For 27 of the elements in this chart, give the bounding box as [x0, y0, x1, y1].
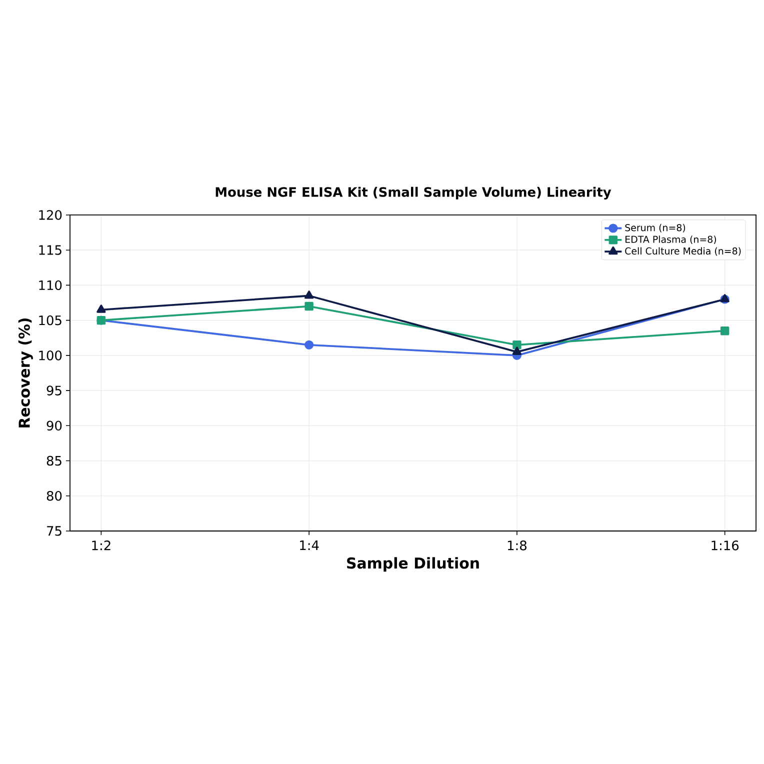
legend-label: Serum (n=8) — [625, 224, 686, 232]
chart-title: Mouse NGF ELISA Kit (Small Sample Volume) Linearity — [216, 186, 612, 200]
y-tick-label: 110 — [39, 280, 62, 290]
point — [304, 302, 314, 311]
y-tick-label: 95 — [46, 386, 62, 396]
legend-label: EDTA Plasma (n=8) — [626, 236, 716, 244]
point — [304, 290, 314, 299]
y-tick-label: 100 — [39, 350, 62, 360]
legend-label: Cell Culture Media (n=8) — [625, 247, 741, 256]
point — [512, 346, 522, 355]
y-tick-label: 115 — [39, 245, 62, 255]
y-tick-label: 75 — [47, 526, 62, 536]
point — [96, 304, 106, 313]
x-tick-label: 1:2 — [92, 540, 110, 550]
x-axis-title: Sample Dilution — [347, 557, 479, 572]
y-axis-title: Recovery (%) — [18, 318, 33, 428]
point — [304, 340, 314, 350]
y-tick-label: 120 — [39, 210, 62, 220]
point — [512, 340, 522, 350]
x-tick-label: 1:4 — [300, 540, 319, 550]
x-tick-label: 1:16 — [712, 540, 739, 550]
x-tick-label: 1:8 — [508, 540, 526, 550]
point — [720, 326, 730, 336]
y-tick-label: 85 — [46, 456, 62, 466]
y-tick-label: 105 — [39, 315, 62, 326]
y-tick-label: 80 — [46, 490, 62, 501]
y-tick-label: 90 — [46, 420, 62, 431]
